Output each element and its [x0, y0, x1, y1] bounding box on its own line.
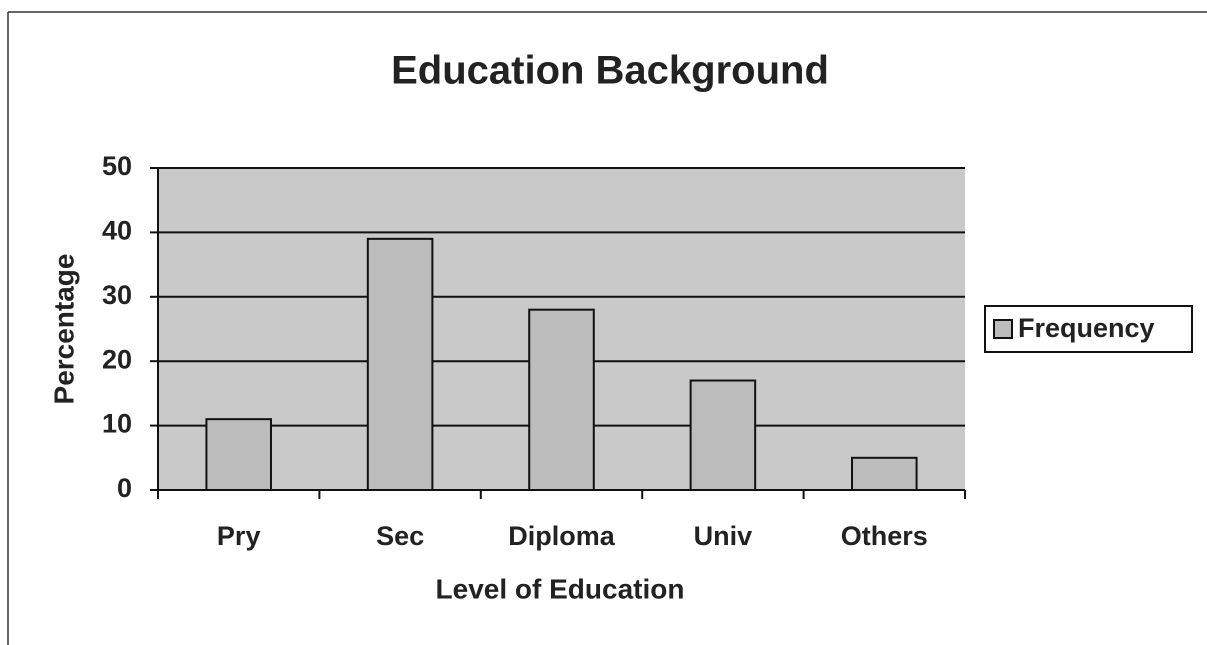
y-tick-label: 0: [117, 473, 132, 503]
x-tick-label: Others: [841, 521, 928, 551]
y-tick-label: 50: [102, 151, 132, 181]
x-tick-label: Pry: [217, 521, 261, 551]
y-tick-label: 20: [102, 344, 132, 374]
y-tick-label: 40: [102, 216, 132, 246]
x-tick-label: Sec: [376, 521, 424, 551]
legend-label: Frequency: [1018, 313, 1155, 343]
legend-box: [984, 305, 1193, 353]
bar: [689, 379, 757, 491]
x-axis-label: Level of Education: [436, 573, 685, 604]
legend-swatch: [993, 319, 1013, 339]
x-tick-label: Univ: [694, 521, 753, 551]
y-tick-label: 10: [102, 409, 132, 439]
y-axis-label: Percentage: [48, 254, 79, 405]
y-tick-label: 30: [102, 280, 132, 310]
x-tick-label: Diploma: [508, 521, 615, 551]
chart-title: Education Background: [391, 49, 829, 93]
bar: [851, 456, 918, 491]
bar: [205, 418, 272, 491]
bar: [528, 308, 595, 491]
bar: [366, 237, 434, 491]
